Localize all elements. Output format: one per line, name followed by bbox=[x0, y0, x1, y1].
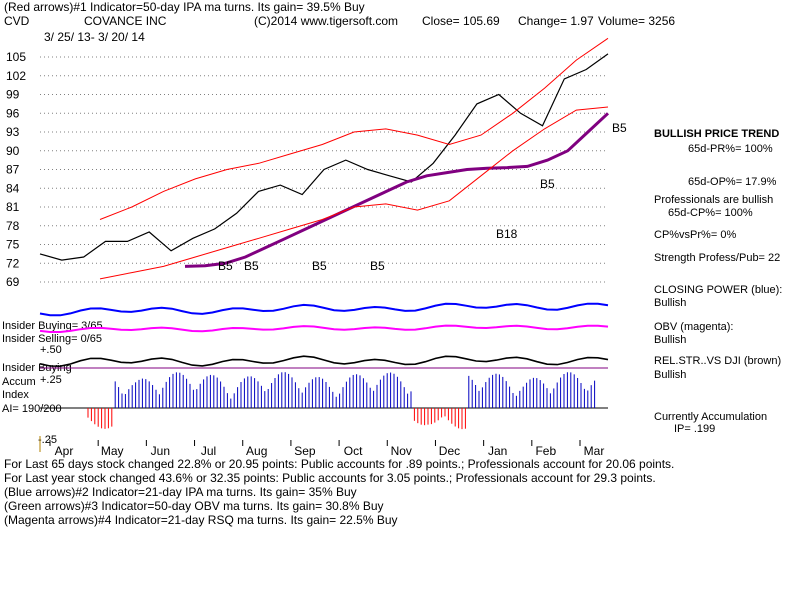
close-value: Close= 105.69 bbox=[422, 14, 500, 28]
y-tick-label: 102 bbox=[6, 69, 26, 83]
accumulation-status: Currently Accumulation bbox=[654, 411, 768, 423]
y-tick-label: 99 bbox=[6, 88, 20, 102]
obv-status: Bullish bbox=[654, 334, 687, 346]
index-label: Index bbox=[2, 389, 29, 401]
plus50-label: +.50 bbox=[40, 344, 62, 356]
y-tick-label: 93 bbox=[6, 125, 20, 139]
series-line-lower-band bbox=[99, 106, 609, 280]
y-tick-label: 84 bbox=[6, 181, 20, 195]
footer-line-year: For Last year stock changed 43.6% or 32.… bbox=[4, 471, 656, 485]
y-tick-label: 69 bbox=[6, 275, 20, 289]
y-tick-label: 81 bbox=[6, 200, 20, 214]
x-tick-label: Jan bbox=[488, 444, 507, 458]
insider-buying-label-2: Insider Buying bbox=[2, 362, 72, 374]
y-tick-label: 90 bbox=[6, 144, 20, 158]
series-line-upper-band bbox=[99, 37, 609, 220]
relstr-line bbox=[39, 355, 609, 368]
footer-magenta-arrows: (Magenta arrows)#4 Indicator=21-day RSQ … bbox=[4, 513, 398, 527]
series-line-price-close- bbox=[39, 53, 609, 261]
header-red-arrows: (Red arrows)#1 Indicator=50-day IPA ma t… bbox=[4, 0, 365, 14]
obv-label: OBV (magenta): bbox=[654, 321, 734, 333]
x-tick-label: Jun bbox=[151, 444, 170, 458]
strength-ratio: Strength Profess/Pub= 22 bbox=[654, 252, 781, 264]
company-name: COVANCE INC bbox=[84, 14, 167, 28]
footer-green-arrows: (Green arrows)#3 Indicator=50-day OBV ma… bbox=[4, 499, 384, 513]
ticker: CVD bbox=[4, 14, 30, 28]
footer-line-65d: For Last 65 days stock changed 22.8% or … bbox=[4, 457, 675, 471]
plus25-label: +.25 bbox=[40, 374, 62, 386]
cp-value: 65d-CP%= 100% bbox=[668, 207, 753, 219]
volume-value: Volume= 3256 bbox=[598, 14, 676, 28]
series-line-50-day-ma bbox=[184, 112, 610, 268]
x-tick-label: Nov bbox=[391, 444, 412, 458]
x-tick-label: May bbox=[101, 444, 124, 458]
y-tick-label: 87 bbox=[6, 163, 20, 177]
y-tick-label: 105 bbox=[6, 50, 26, 64]
y-tick-label: 75 bbox=[6, 238, 20, 252]
x-tick-label: Jul bbox=[201, 444, 216, 458]
signal-label: B18 bbox=[496, 227, 518, 241]
y-tick-label: 72 bbox=[6, 256, 20, 270]
x-tick-label: Dec bbox=[439, 444, 460, 458]
cp-vs-pr: CP%vsPr%= 0% bbox=[654, 229, 737, 241]
y-tick-label: 96 bbox=[6, 106, 20, 120]
closing-power-status: Bullish bbox=[654, 297, 687, 309]
x-tick-label: Sep bbox=[294, 444, 316, 458]
pr-value: 65d-PR%= 100% bbox=[688, 143, 773, 155]
pros-bullish: Professionals are bullish bbox=[654, 194, 774, 206]
signal-label: B5 bbox=[540, 177, 555, 191]
relstr-status: Bullish bbox=[654, 369, 687, 381]
change-value: Change= 1.97 bbox=[518, 14, 594, 28]
signal-label: B5 bbox=[370, 259, 385, 273]
x-tick-label: Aug bbox=[246, 444, 267, 458]
date-range: 3/ 25/ 13- 3/ 20/ 14 bbox=[44, 30, 145, 44]
x-tick-label: Apr bbox=[55, 444, 74, 458]
obv-line bbox=[39, 324, 609, 333]
bullish-trend-label: BULLISH PRICE TREND bbox=[654, 128, 780, 140]
copyright: (C)2014 www.tigersoft.com bbox=[254, 14, 399, 28]
signal-label: B5 bbox=[312, 259, 327, 273]
op-value: 65d-OP%= 17.9% bbox=[688, 176, 777, 188]
x-tick-label: Mar bbox=[584, 444, 605, 458]
signal-label: B5 bbox=[244, 259, 259, 273]
ai-label: AI= 190/200 bbox=[2, 403, 62, 415]
footer-blue-arrows: (Blue arrows)#2 Indicator=21-day IPA ma … bbox=[4, 485, 357, 499]
x-tick-label: Feb bbox=[535, 444, 556, 458]
ip-value: IP= .199 bbox=[674, 423, 716, 435]
accum-label: Accum bbox=[2, 376, 36, 388]
signal-label: B5 bbox=[218, 259, 233, 273]
relstr-label: REL.STR..VS DJI (brown) bbox=[654, 355, 782, 367]
insider-selling-label: Insider Selling= 0/65 bbox=[2, 333, 102, 345]
minus25-label: -.25 bbox=[38, 434, 57, 446]
signal-label: B5 bbox=[612, 121, 627, 135]
closing-power-line bbox=[39, 302, 609, 317]
x-tick-label: Oct bbox=[344, 444, 363, 458]
closing-power-label: CLOSING POWER (blue): bbox=[654, 284, 783, 296]
y-tick-label: 78 bbox=[6, 219, 20, 233]
